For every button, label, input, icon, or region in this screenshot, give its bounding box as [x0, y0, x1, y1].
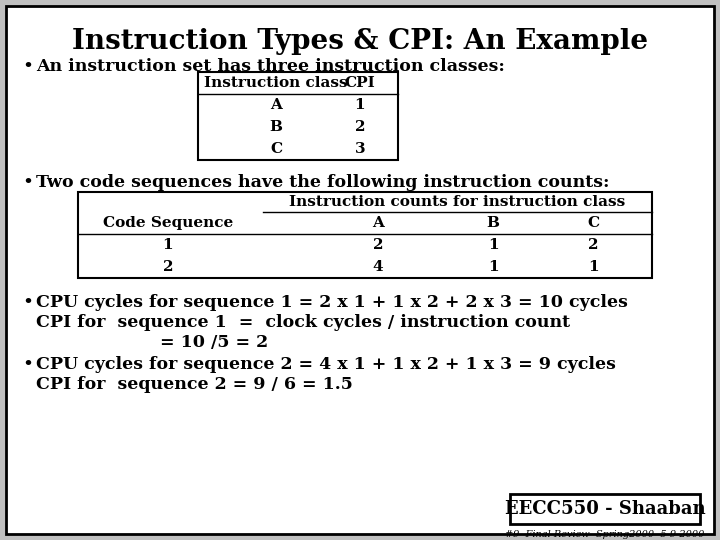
Text: Instruction class: Instruction class: [204, 76, 348, 90]
Text: 3: 3: [355, 142, 365, 156]
Text: Code Sequence: Code Sequence: [103, 216, 233, 230]
Text: 1: 1: [588, 260, 598, 274]
Text: = 10 /5 = 2: = 10 /5 = 2: [160, 334, 268, 351]
Text: 2: 2: [373, 238, 383, 252]
Text: 2: 2: [355, 120, 365, 134]
Text: 2: 2: [588, 238, 598, 252]
Text: 4: 4: [373, 260, 383, 274]
Text: Instruction counts for instruction class: Instruction counts for instruction class: [289, 195, 626, 209]
Text: •: •: [22, 174, 33, 192]
Text: •: •: [22, 356, 33, 374]
Text: Instruction Types & CPI: An Example: Instruction Types & CPI: An Example: [72, 28, 648, 55]
Text: C: C: [270, 142, 282, 156]
Text: 2: 2: [163, 260, 174, 274]
Text: A: A: [372, 216, 384, 230]
Text: #9  Final Review  Spring2000  5-9-2000: #9 Final Review Spring2000 5-9-2000: [505, 530, 705, 539]
Bar: [198, 72, 398, 160]
Text: 1: 1: [163, 238, 174, 252]
Text: 1: 1: [355, 98, 365, 112]
Text: CPU cycles for sequence 2 = 4 x 1 + 1 x 2 + 1 x 3 = 9 cycles: CPU cycles for sequence 2 = 4 x 1 + 1 x …: [36, 356, 616, 373]
Text: CPI: CPI: [345, 76, 375, 90]
Text: •: •: [22, 58, 33, 76]
Text: B: B: [487, 216, 500, 230]
Bar: [510, 494, 700, 524]
Text: An instruction set has three instruction classes:: An instruction set has three instruction…: [36, 58, 505, 75]
Text: CPI for  sequence 1  =  clock cycles / instruction count: CPI for sequence 1 = clock cycles / inst…: [36, 314, 570, 331]
Text: Two code sequences have the following instruction counts:: Two code sequences have the following in…: [36, 174, 610, 191]
Text: EECC550 - Shaaban: EECC550 - Shaaban: [505, 500, 706, 518]
Bar: [78, 192, 652, 278]
Text: 1: 1: [487, 238, 498, 252]
Text: 1: 1: [487, 260, 498, 274]
Text: C: C: [587, 216, 599, 230]
Text: B: B: [269, 120, 282, 134]
Text: CPU cycles for sequence 1 = 2 x 1 + 1 x 2 + 2 x 3 = 10 cycles: CPU cycles for sequence 1 = 2 x 1 + 1 x …: [36, 294, 628, 311]
Text: •: •: [22, 294, 33, 312]
Text: A: A: [270, 98, 282, 112]
Text: CPI for  sequence 2 = 9 / 6 = 1.5: CPI for sequence 2 = 9 / 6 = 1.5: [36, 376, 353, 393]
